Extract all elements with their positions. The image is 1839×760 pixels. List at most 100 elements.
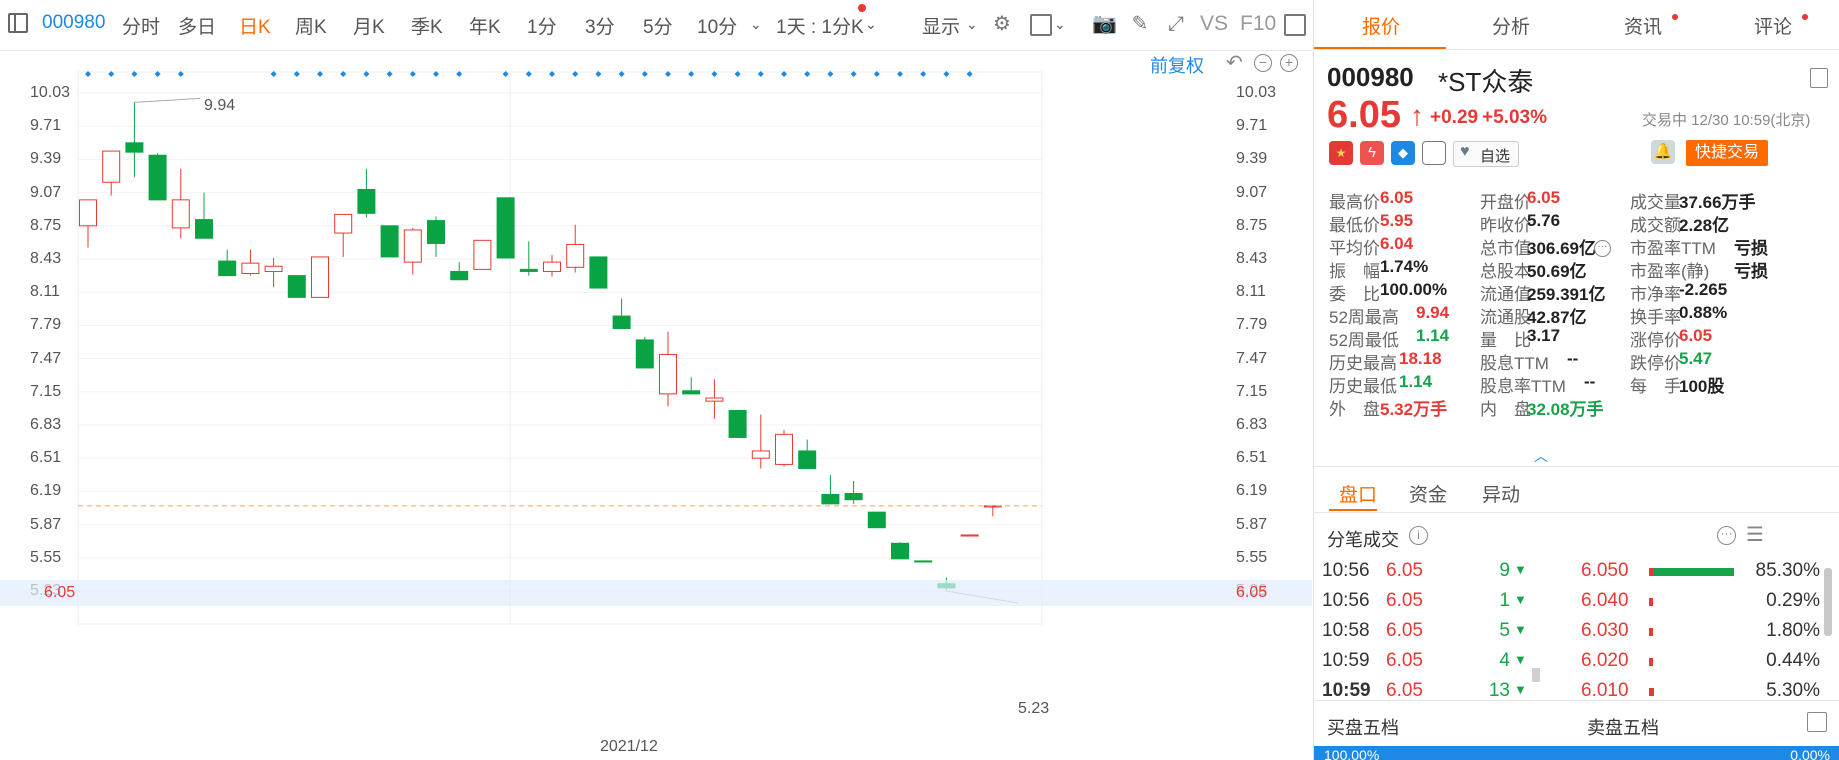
tab-comments[interactable]: 评论 xyxy=(1754,17,1793,38)
fullscreen-icon[interactable]: ⤢ xyxy=(1168,13,1184,35)
tab-daily-k[interactable]: 日K xyxy=(239,17,271,38)
stat-label: 历史最高 xyxy=(1329,354,1397,373)
event-marker xyxy=(688,71,695,77)
candle-body xyxy=(79,199,97,227)
y-tick-right: 8.43 xyxy=(1236,250,1268,267)
candle-body xyxy=(891,542,909,560)
section-divider xyxy=(1314,466,1839,467)
tab-analysis[interactable]: 分析 xyxy=(1492,17,1531,38)
dist-pct: 5.30% xyxy=(1766,680,1820,701)
stat-label: 开盘价 xyxy=(1480,193,1531,212)
tab-quote[interactable]: 报价 xyxy=(1362,17,1401,38)
display-select[interactable]: 显示 xyxy=(922,17,961,38)
event-marker xyxy=(502,71,509,77)
candle-body xyxy=(635,339,654,369)
dist-bar-buy xyxy=(1649,658,1653,666)
undo-icon[interactable]: ↶ xyxy=(1226,52,1243,74)
scrollbar[interactable] xyxy=(1824,568,1832,636)
stat-value: 亏损 xyxy=(1734,239,1768,258)
y-tick-left: 8.11 xyxy=(30,283,60,301)
dist-pct: 0.29% xyxy=(1766,590,1820,611)
event-marker xyxy=(363,71,370,77)
list-icon[interactable] xyxy=(1810,68,1828,88)
lightning-icon[interactable]: ϟ xyxy=(1360,141,1384,165)
zoom-in-icon[interactable]: + xyxy=(1280,54,1298,72)
tab-anomaly[interactable]: 异动 xyxy=(1482,485,1521,506)
stat-value: 100.00% xyxy=(1380,280,1448,299)
stat-label: 振 幅 xyxy=(1329,262,1380,281)
tick-time: 10:59 xyxy=(1322,680,1371,701)
tab-intraday[interactable]: 分时 xyxy=(122,17,161,38)
camera-icon[interactable]: 📷 xyxy=(1092,13,1117,35)
china-flag-icon: ★ xyxy=(1329,141,1353,165)
tab-5min[interactable]: 5分 xyxy=(643,17,673,38)
tick-row: 10:59 6.05 4 ▼ xyxy=(1314,646,1839,676)
more-info-icon[interactable]: ··· xyxy=(1594,240,1611,257)
tab-multiday[interactable]: 多日 xyxy=(178,17,217,38)
tab-weekly-k[interactable]: 周K xyxy=(295,17,327,38)
tick-time: 10:58 xyxy=(1322,620,1370,641)
bell-icon[interactable]: 🔔 xyxy=(1651,140,1675,164)
y-tick-right: 6.83 xyxy=(1236,416,1268,433)
triangle-down-icon: ▼ xyxy=(1514,652,1527,667)
stat-label: 市盈率(静) xyxy=(1630,262,1710,281)
event-marker xyxy=(433,71,439,77)
f10-button[interactable]: F10 xyxy=(1240,12,1277,35)
y-tick-left: 7.47 xyxy=(30,349,62,367)
sidebar-toggle-icon[interactable] xyxy=(8,13,28,33)
y-tick-right: 10.03 xyxy=(1236,84,1277,101)
y-tick-left: 10.03 xyxy=(30,84,71,101)
stat-label: 量 比 xyxy=(1480,331,1531,350)
tab-1min[interactable]: 1分 xyxy=(527,17,557,38)
dist-bar-buy xyxy=(1649,688,1653,696)
tab-funds[interactable]: 资金 xyxy=(1409,485,1448,506)
stat-label: 最高价 xyxy=(1329,193,1380,212)
tab-yearly-k[interactable]: 年K xyxy=(469,17,501,38)
candle-body xyxy=(148,154,167,201)
tab-3min[interactable]: 3分 xyxy=(585,17,615,38)
zoom-out-icon[interactable]: − xyxy=(1254,54,1272,72)
adjust-label[interactable]: 前复权 xyxy=(1150,56,1204,76)
y-tick-right: 9.07 xyxy=(1236,183,1268,201)
expand-icon[interactable] xyxy=(1807,712,1827,732)
stat-label: 每 手 xyxy=(1630,377,1681,396)
candle-body xyxy=(311,256,329,298)
more-icon[interactable]: ··· xyxy=(1717,526,1736,545)
stock-code-tab[interactable]: 000980 xyxy=(42,12,106,33)
dist-bar-buy xyxy=(1649,568,1653,576)
document-icon[interactable] xyxy=(1422,141,1446,165)
stat-label: 内 盘 xyxy=(1480,400,1531,419)
candle-body xyxy=(264,265,283,272)
candle-body xyxy=(659,353,677,395)
stat-value: 0.88% xyxy=(1679,303,1728,322)
menu-icon[interactable]: ☰ xyxy=(1746,524,1764,546)
dist-bar-buy xyxy=(1649,628,1653,636)
tick-price: 6.05 xyxy=(1386,680,1423,701)
tabs-divider xyxy=(1314,49,1839,50)
tag-icon[interactable]: ◆ xyxy=(1391,141,1415,165)
vs-button[interactable]: VS xyxy=(1200,12,1229,35)
stat-label: 成交量 xyxy=(1630,193,1681,212)
period-select[interactable]: 1天 : 1分K xyxy=(776,17,864,38)
kline-chart[interactable]: 前复权 ↶ − + 10.03 9.71 9.39 9.07 8.75 8.43 8.11 7… xyxy=(0,52,1312,760)
panel-toggle-icon[interactable] xyxy=(1284,14,1306,36)
active-tab-underline xyxy=(1314,47,1446,49)
gear-icon[interactable]: ⚙ xyxy=(993,13,1011,35)
collapse-chevron-icon[interactable]: ︿ xyxy=(1534,448,1548,464)
tab-quarterly-k[interactable]: 季K xyxy=(411,17,443,38)
quick-trade-button[interactable]: 快捷交易 xyxy=(1686,140,1768,166)
tab-orderbook[interactable]: 盘口 xyxy=(1339,485,1378,506)
tab-news[interactable]: 资讯 xyxy=(1624,17,1663,38)
candle-body xyxy=(821,494,840,505)
chevron-down-icon[interactable]: ⌄ xyxy=(750,16,762,32)
tab-10min[interactable]: 10分 xyxy=(697,17,738,38)
pencil-icon[interactable]: ✎ xyxy=(1131,13,1149,35)
watchlist-button[interactable]: ♥ 自选 xyxy=(1453,141,1519,167)
info-icon[interactable]: i xyxy=(1409,526,1428,545)
tick-time: 10:56 xyxy=(1322,590,1370,611)
y-tick-right: 6.51 xyxy=(1236,449,1268,467)
checkbox-square-icon[interactable] xyxy=(1030,14,1052,36)
stat-label: 52周最高 xyxy=(1329,308,1399,327)
triangle-down-icon: ▼ xyxy=(1514,682,1527,697)
tab-monthly-k[interactable]: 月K xyxy=(353,17,385,38)
